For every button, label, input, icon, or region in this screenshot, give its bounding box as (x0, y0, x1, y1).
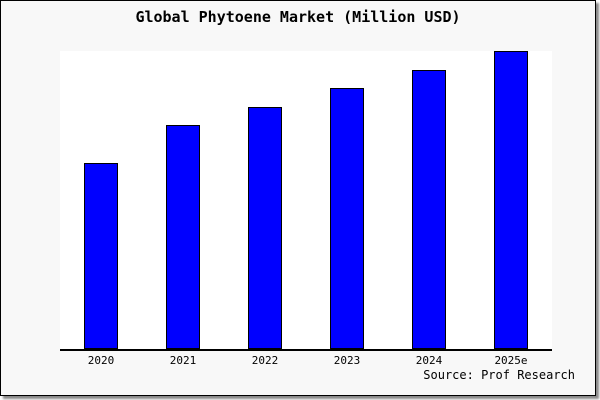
x-tick-2025e: 2025e (494, 354, 528, 367)
bar-slot-2020 (60, 51, 142, 349)
x-tick-2023: 2023 (333, 354, 361, 367)
bar-2023 (330, 88, 364, 349)
x-tick-2022: 2022 (251, 354, 279, 367)
bar-2022 (248, 107, 282, 349)
x-tick-2020: 2020 (87, 354, 115, 367)
source-credit: Source: Prof Research (423, 368, 575, 382)
bar-2024 (412, 70, 446, 349)
bar-2020 (84, 163, 118, 349)
bar-slot-2021 (142, 51, 224, 349)
chart-title: Global Phytoene Market (Million USD) (135, 8, 461, 26)
bar-slot-2023 (306, 51, 388, 349)
bar-chart-plot (60, 51, 552, 351)
bar-slot-2024 (388, 51, 470, 349)
bar-slot-2025e (470, 51, 552, 349)
x-tick-2021: 2021 (169, 354, 197, 367)
bar-2025e (494, 51, 528, 349)
x-axis-tick-labels: 2020 2021 2022 2023 2024 2025e (60, 354, 552, 367)
bar-2021 (166, 125, 200, 349)
x-tick-2024: 2024 (415, 354, 443, 367)
bar-slot-2022 (224, 51, 306, 349)
